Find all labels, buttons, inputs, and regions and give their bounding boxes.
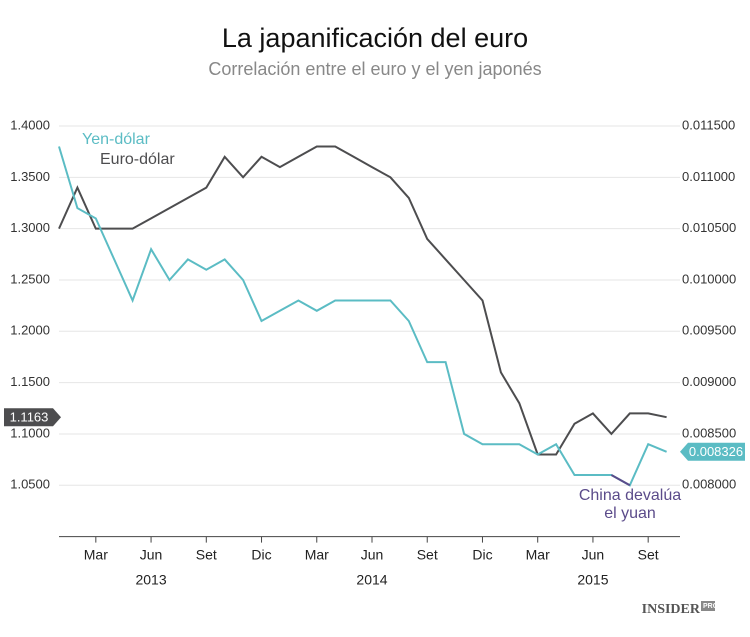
x-tick-label: Set <box>417 546 438 562</box>
y-tick-label: 1.2500 <box>10 271 50 286</box>
y2-tick-label: 0.010500 <box>682 220 736 235</box>
y-tick-label: 1.2000 <box>10 323 50 338</box>
end-badge <box>4 408 61 427</box>
y2-tick-label: 0.010000 <box>682 271 736 286</box>
x-tick-label: Jun <box>140 546 163 562</box>
y-tick-label: 1.3000 <box>10 220 50 235</box>
y-tick-label: 1.3500 <box>10 169 50 184</box>
y-tick-label: 1.1000 <box>10 425 50 440</box>
end-value-label: 1.1163 <box>10 410 49 425</box>
y2-tick-label: 0.009500 <box>682 323 736 338</box>
chart-title: La japanificación del euro <box>222 23 528 53</box>
annotation: China devalúa <box>579 487 681 504</box>
y-tick-label: 1.1500 <box>10 374 50 389</box>
annotation: el yuan <box>604 505 656 522</box>
x-tick-label: Jun <box>582 546 605 562</box>
y2-tick-label: 0.011500 <box>682 117 735 132</box>
series-label: Yen-dólar <box>82 131 151 148</box>
x-tick-label: Mar <box>84 546 108 562</box>
series-line <box>58 145 667 456</box>
y2-tick-label: 0.008000 <box>682 477 736 492</box>
x-tick-label: Dic <box>251 546 271 562</box>
x-tick-label: Set <box>196 546 217 562</box>
series-label: Euro-dólar <box>100 151 175 168</box>
year-label: 2014 <box>356 571 387 587</box>
source-logo-pro: PRO <box>703 603 719 610</box>
source-logo-box <box>701 601 715 611</box>
end-badge <box>680 442 745 461</box>
x-tick-label: Dic <box>472 546 492 562</box>
y2-tick-label: 0.008500 <box>682 425 736 440</box>
source-logo: INSIDER <box>642 602 701 617</box>
year-label: 2015 <box>577 571 608 587</box>
y2-tick-label: 0.009000 <box>682 374 736 389</box>
y2-tick-label: 0.011000 <box>682 169 735 184</box>
end-value-label: 0.008326 <box>689 444 743 459</box>
x-tick-label: Set <box>638 546 659 562</box>
year-label: 2013 <box>135 571 166 587</box>
y-tick-label: 1.4000 <box>10 117 50 132</box>
chart-subtitle: Correlación entre el euro y el yen japon… <box>208 59 541 79</box>
series-line <box>610 474 631 487</box>
x-tick-label: Jun <box>361 546 384 562</box>
x-tick-label: Mar <box>305 546 329 562</box>
x-tick-label: Mar <box>526 546 550 562</box>
y-tick-label: 1.0500 <box>10 477 50 492</box>
series-line <box>58 146 667 487</box>
